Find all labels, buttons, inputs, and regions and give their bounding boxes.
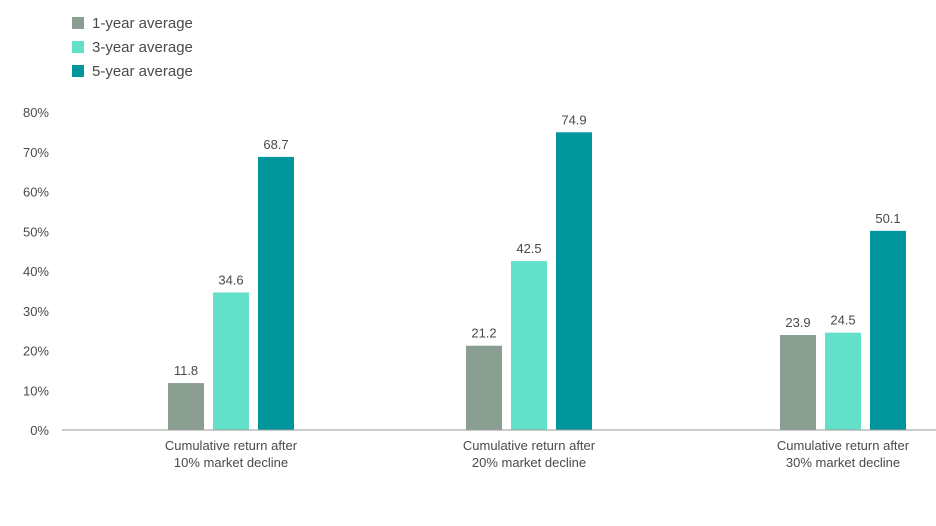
bars: 11.8 34.6 68.7 21.2 42.5 74.9 23.9 24.5 50.1: [168, 112, 906, 430]
bar-value-label: 21.2: [471, 326, 496, 341]
y-axis: 0% 10% 20% 30% 40% 50% 60% 70% 80%: [23, 105, 49, 438]
y-tick-label: 60%: [23, 185, 49, 200]
y-tick-label: 80%: [23, 105, 49, 120]
bar: [258, 157, 294, 430]
legend: 1-year average 3-year average 5-year avera…: [72, 15, 193, 80]
bar-value-label: 42.5: [516, 241, 541, 256]
category-labels: Cumulative return after 10% market declin…: [165, 438, 910, 470]
category-label: 30% market decline: [786, 455, 900, 470]
category-label: Cumulative return after: [165, 438, 298, 453]
y-tick-label: 50%: [23, 224, 49, 239]
bar: [213, 292, 249, 430]
y-tick-label: 20%: [23, 344, 49, 359]
bar-value-label: 23.9: [785, 315, 810, 330]
bar-value-label: 34.6: [218, 272, 243, 287]
y-tick-label: 10%: [23, 383, 49, 398]
bar: [556, 132, 592, 430]
legend-label-3: 5-year average: [92, 63, 193, 80]
bar-value-label: 24.5: [830, 313, 855, 328]
y-tick-label: 70%: [23, 145, 49, 160]
legend-label-1: 1-year average: [92, 15, 193, 32]
bar-value-label: 68.7: [263, 137, 288, 152]
legend-swatch-1: [72, 17, 84, 29]
bar: [780, 335, 816, 430]
y-tick-label: 30%: [23, 304, 49, 319]
legend-label-2: 3-year average: [92, 39, 193, 56]
y-tick-label: 40%: [23, 264, 49, 279]
bar: [168, 383, 204, 430]
category-label: 20% market decline: [472, 455, 586, 470]
bar-value-label: 74.9: [561, 112, 586, 127]
bar-value-label: 50.1: [875, 211, 900, 226]
category-label: 10% market decline: [174, 455, 288, 470]
bar: [825, 333, 861, 430]
category-label: Cumulative return after: [777, 438, 910, 453]
category-label: Cumulative return after: [463, 438, 596, 453]
bar-value-label: 11.8: [174, 363, 198, 378]
y-tick-label: 0%: [30, 423, 49, 438]
bar: [870, 231, 906, 430]
bar: [511, 261, 547, 430]
bar: [466, 346, 502, 430]
legend-swatch-3: [72, 65, 84, 77]
legend-swatch-2: [72, 41, 84, 53]
